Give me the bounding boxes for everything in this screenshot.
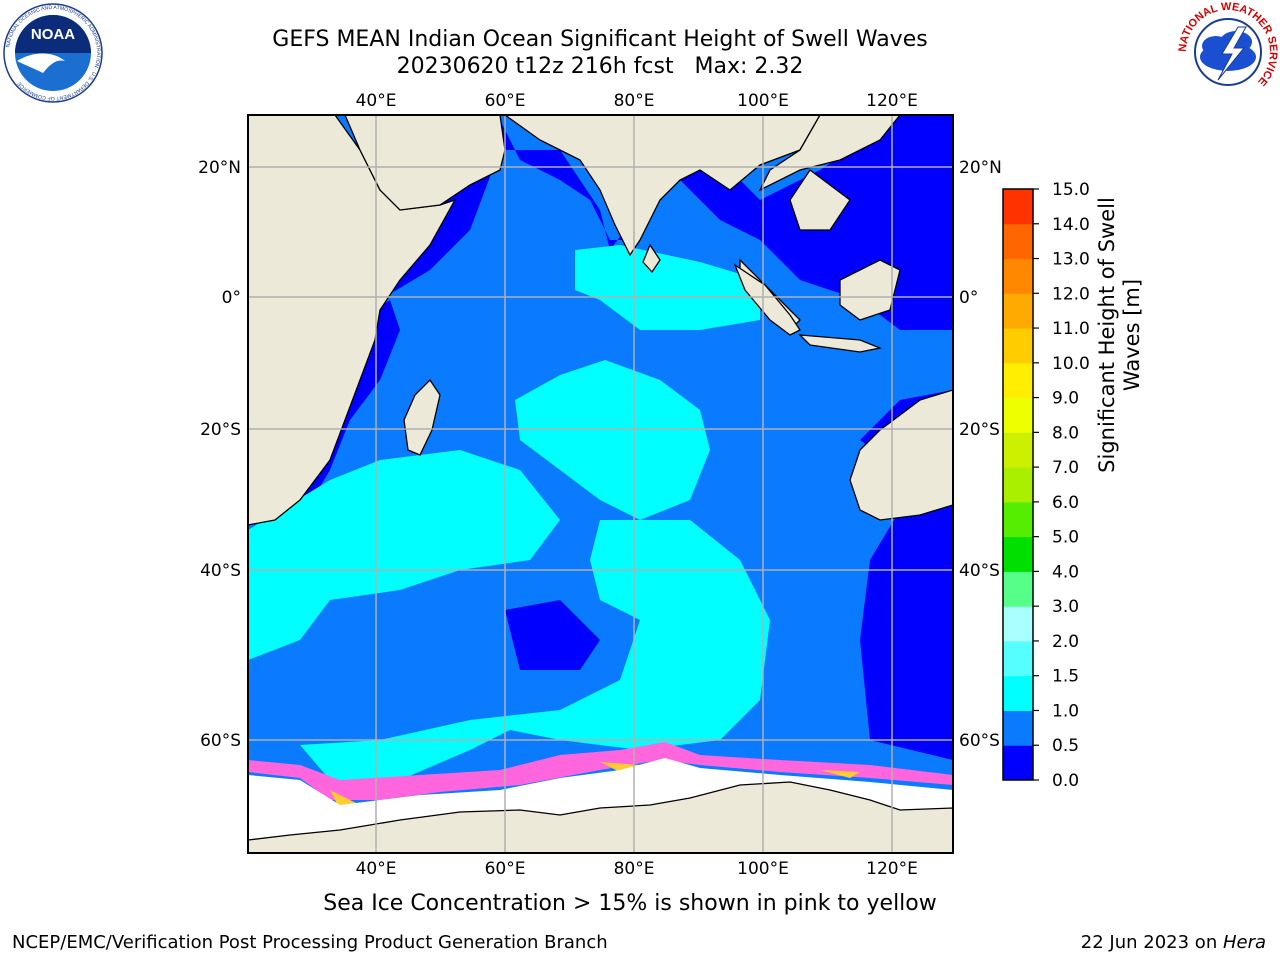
low-swell-arabian-sea [380, 115, 953, 330]
colorbar-tick-label: 14.0 [1052, 215, 1090, 235]
lat-label: 20°S [200, 420, 241, 440]
map-panel [248, 115, 953, 853]
lon-label: 120°E [866, 91, 918, 111]
colorbar-tick-label: 8.0 [1052, 423, 1079, 443]
colorbar-segment [1003, 467, 1033, 503]
colorbar-tick-label: 12.0 [1052, 284, 1090, 304]
colorbar-label-line1: Significant Height of Swell [1095, 197, 1119, 473]
colorbar-segment [1003, 432, 1033, 468]
colorbar-tick-label: 11.0 [1052, 319, 1090, 339]
lon-label: 60°E [485, 91, 526, 111]
colorbar-tick-label: 0.5 [1052, 736, 1079, 756]
lat-label: 0° [959, 288, 978, 308]
colorbar-tick-label: 13.0 [1052, 250, 1090, 270]
colorbar-segment [1003, 745, 1033, 781]
colorbar-tick-label: 7.0 [1052, 458, 1079, 478]
colorbar-tick-label: 1.5 [1052, 667, 1079, 687]
lat-labels-right: 20°N 0° 20°S 40°S 60°S [959, 158, 1002, 751]
swell-1-1-5-southern [300, 520, 770, 780]
colorbar-segment [1003, 189, 1033, 225]
lon-label: 80°E [614, 859, 655, 879]
land-sri-lanka [642, 243, 661, 274]
lat-label: 40°S [200, 561, 241, 581]
footer-date-text: 22 Jun 2023 on [1080, 932, 1223, 953]
colorbar-segment [1003, 710, 1033, 746]
colorbar-tick-label: 0.0 [1052, 771, 1079, 791]
colorbar-segment [1003, 571, 1033, 607]
map-title: GEFS MEAN Indian Ocean Significant Heigh… [272, 27, 928, 52]
land-india [503, 115, 821, 257]
colorbar-segment [1003, 397, 1033, 433]
swell-1-1-5-southwest [248, 450, 560, 660]
lat-label: 0° [222, 288, 241, 308]
lon-labels-bottom: 40°E 60°E 80°E 100°E 120°E [356, 859, 918, 879]
colorbar-frame [1002, 188, 1034, 781]
lon-label: 100°E [737, 859, 789, 879]
colorbar-segment [1003, 536, 1033, 572]
lon-label: 40°E [356, 91, 397, 111]
graticule [248, 115, 953, 853]
lon-label: 60°E [485, 859, 526, 879]
sea-ice-note: Sea Ice Concentration > 15% is shown in … [323, 891, 937, 916]
colorbar-tick-label: 2.0 [1052, 632, 1079, 652]
land-australia [849, 389, 953, 521]
colorbar-tick-label: 1.0 [1052, 701, 1079, 721]
colorbar-label: Significant Height of Swell Waves [m] [1095, 185, 1145, 485]
map-subtitle: 20230620 t12z 216h fcst Max: 2.32 [396, 54, 804, 79]
low-swell-australia-west [860, 390, 953, 760]
colorbar-tick-label: 3.0 [1052, 597, 1079, 617]
swell-1-1-5-central [515, 360, 710, 520]
colorbar-segment [1003, 675, 1033, 711]
land-borneo [839, 259, 901, 321]
colorbar: 0.0 0.5 1.0 1.5 2.0 3.0 4.0 5.0 6.0 7.0 8.0 9.0 10.0… [1002, 180, 1090, 791]
colorbar-segment [1003, 328, 1033, 364]
colorbar-segment [1003, 640, 1033, 677]
swell-1-1-5-equatorial [575, 245, 760, 330]
colorbar-tick-label: 9.0 [1052, 389, 1079, 409]
colorbar-tick-label: 5.0 [1052, 528, 1079, 548]
nws-logo: NATIONAL WEATHER SERVICE [1178, 2, 1278, 100]
map-frame [247, 114, 954, 854]
colorbar-segment [1003, 501, 1033, 538]
colorbar-tick-label: 10.0 [1052, 354, 1090, 374]
land-java [798, 334, 883, 353]
lat-label: 40°S [959, 561, 1000, 581]
footer-credit: NCEP/EMC/Verification Post Processing Pr… [12, 932, 608, 953]
lon-label: 40°E [356, 859, 397, 879]
svg-text:NOAA: NOAA [31, 26, 75, 43]
land-sumatra [733, 263, 801, 336]
land-arabia [344, 115, 506, 211]
land-antarctica [248, 781, 953, 853]
lon-label: 80°E [614, 91, 655, 111]
colorbar-segment [1003, 293, 1033, 329]
lat-label: 20°S [959, 420, 1000, 440]
low-swell-kerguelen [505, 600, 600, 670]
colorbar-segment [1003, 258, 1033, 294]
lat-label: 20°N [198, 158, 241, 178]
lat-label: 60°S [200, 731, 241, 751]
colorbar-tick-label: 6.0 [1052, 493, 1079, 513]
colorbar-segment [1003, 223, 1033, 260]
footer-date: 22 Jun 2023 on Hera [1081, 932, 1266, 953]
lon-label: 120°E [866, 859, 918, 879]
lat-label: 20°N [959, 158, 1002, 178]
sea-ice-edge [248, 742, 953, 800]
colorbar-tick-label: 15.0 [1052, 180, 1090, 200]
colorbar-segment [1003, 606, 1033, 642]
land-madagascar [403, 378, 441, 456]
lat-labels-left: 20°N 0° 20°S 40°S 60°S [198, 158, 241, 751]
lon-labels-top: 40°E 60°E 80°E 100°E 120°E [356, 91, 918, 111]
colorbar-tick-label: 4.0 [1052, 562, 1079, 582]
colorbar-label-line2: Waves [m] [1120, 278, 1144, 392]
lon-label: 100°E [737, 91, 789, 111]
lat-label: 60°S [959, 731, 1000, 751]
colorbar-segment [1003, 362, 1033, 399]
noaa-logo: NOAA NATIONAL OCEANIC AND ATMOSPHERIC AD… [3, 3, 103, 103]
footer-machine: Hera [1222, 932, 1266, 953]
